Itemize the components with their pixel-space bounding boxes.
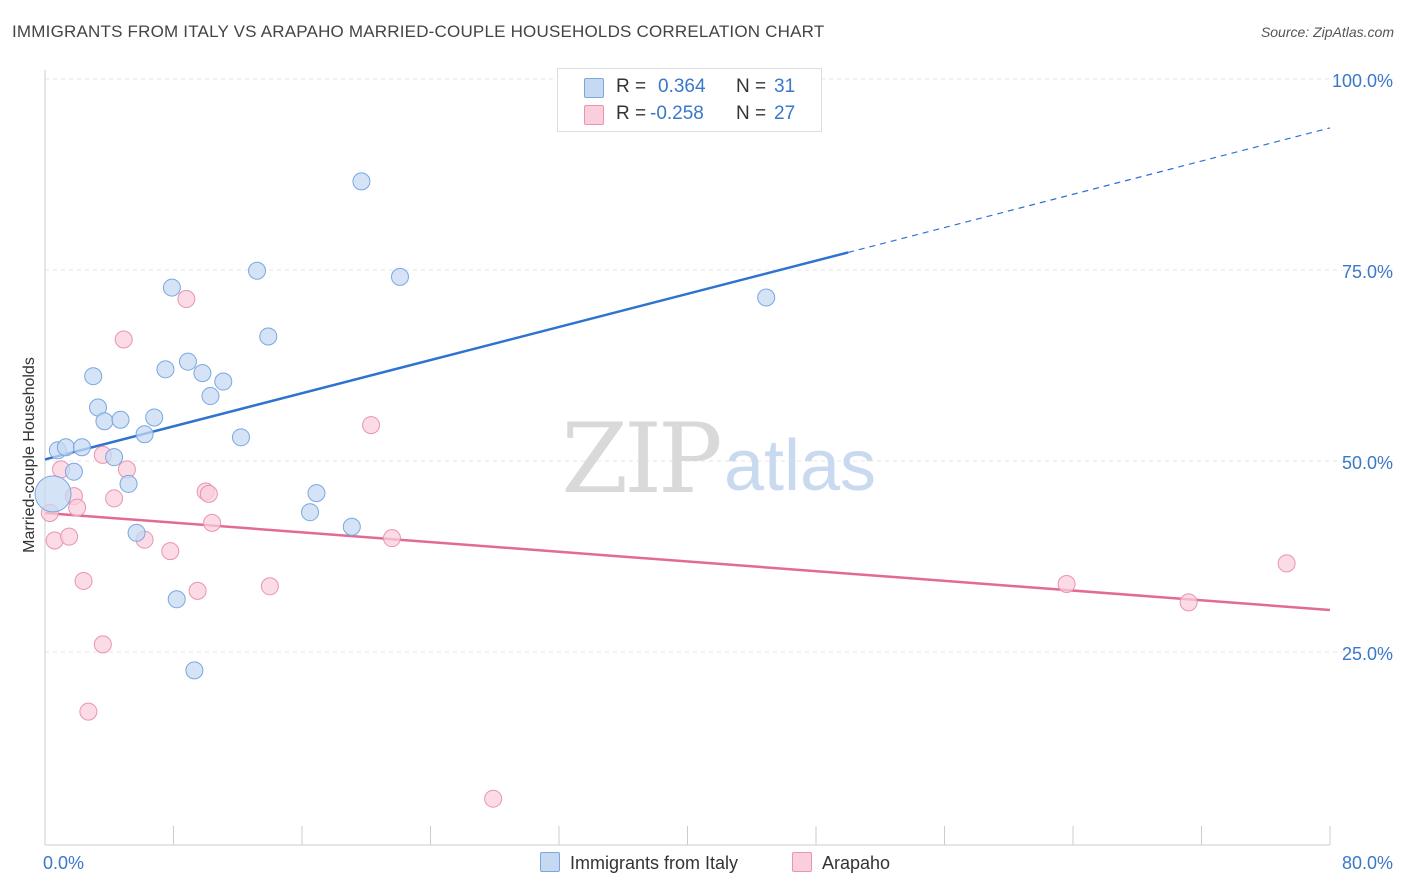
- point-arapaho: [260, 577, 279, 596]
- point-italy: [162, 278, 181, 297]
- point-italy: [34, 475, 72, 513]
- point-arapaho: [1179, 593, 1198, 612]
- point-italy: [185, 661, 204, 680]
- watermark-atlas: atlas: [724, 426, 876, 506]
- point-arapaho: [93, 635, 112, 654]
- point-italy: [214, 372, 233, 391]
- point-italy: [307, 484, 326, 503]
- point-italy: [119, 474, 138, 493]
- point-italy: [178, 352, 197, 371]
- point-arapaho: [60, 527, 79, 546]
- legend-n-value: 31: [774, 76, 796, 97]
- chart-title: IMMIGRANTS FROM ITALY VS ARAPAHO MARRIED…: [12, 22, 825, 41]
- trend-line-italy: [44, 251, 849, 461]
- point-arapaho: [68, 498, 87, 517]
- legend-n-label: N =: [736, 76, 767, 97]
- point-italy: [352, 172, 371, 191]
- point-italy: [231, 428, 250, 447]
- point-italy: [72, 438, 91, 457]
- correlation-legend: R = 0.364 N = 31 R = -0.258 N = 27: [557, 68, 822, 132]
- point-arapaho: [79, 702, 98, 721]
- y-tick-label: 50.0%: [1342, 453, 1393, 473]
- point-italy: [248, 261, 267, 280]
- point-italy: [390, 267, 409, 286]
- point-italy: [105, 448, 124, 467]
- point-arapaho: [177, 290, 196, 309]
- point-italy: [56, 438, 75, 457]
- point-italy: [145, 408, 164, 427]
- bottom-legend-swatch-italy: [540, 852, 560, 872]
- bottom-legend-swatch-arapaho: [792, 852, 812, 872]
- watermark-zip: ZIP: [561, 403, 720, 515]
- point-italy: [193, 364, 212, 383]
- legend-swatch-italy: [584, 78, 604, 98]
- point-arapaho: [199, 484, 218, 503]
- bottom-legend-arapaho: Arapaho: [792, 852, 890, 874]
- point-arapaho: [188, 581, 207, 600]
- point-italy: [201, 387, 220, 406]
- point-italy: [342, 517, 361, 536]
- legend-n-label: N =: [736, 103, 767, 124]
- point-italy: [127, 523, 146, 542]
- point-italy: [135, 425, 154, 444]
- point-italy: [259, 327, 278, 346]
- point-arapaho: [1057, 575, 1076, 594]
- point-arapaho: [1277, 554, 1296, 573]
- point-italy: [64, 462, 83, 481]
- point-italy: [84, 367, 103, 386]
- point-italy: [301, 503, 320, 522]
- data-points: [34, 172, 1296, 808]
- bottom-legend-label-italy: Immigrants from Italy: [570, 853, 739, 873]
- grid-lines: [45, 78, 1395, 653]
- y-tick-label: 100.0%: [1332, 71, 1393, 91]
- trend-line-arapaho: [44, 511, 1331, 612]
- legend-r-value: -0.258: [650, 103, 704, 124]
- point-arapaho: [161, 542, 180, 561]
- point-italy: [95, 412, 114, 431]
- y-tick-label: 25.0%: [1342, 644, 1393, 664]
- point-arapaho: [105, 489, 124, 508]
- trend-lines: [44, 127, 1331, 612]
- legend-r-label: R =: [616, 76, 647, 97]
- point-italy: [111, 410, 130, 429]
- axes: [44, 70, 1331, 846]
- tick-labels: 25.0% 50.0% 75.0% 100.0% 0.0% 80.0%: [43, 71, 1393, 873]
- point-arapaho: [382, 529, 401, 548]
- bottom-legend-italy: Immigrants from Italy: [540, 852, 738, 874]
- legend-r-value: 0.364: [658, 76, 706, 97]
- legend-n-value: 27: [774, 103, 796, 124]
- trend-line-italy-extension: [847, 127, 1331, 254]
- source-label: Source: ZipAtlas.com: [1260, 24, 1394, 40]
- legend-swatch-arapaho: [584, 105, 604, 125]
- point-italy: [757, 288, 776, 307]
- legend-r-label: R =: [616, 103, 647, 124]
- point-italy: [167, 590, 186, 609]
- bottom-legend-label-arapaho: Arapaho: [822, 853, 891, 873]
- point-arapaho: [203, 513, 222, 532]
- point-arapaho: [114, 330, 133, 349]
- y-tick-label: 75.0%: [1342, 262, 1393, 282]
- point-arapaho: [74, 571, 93, 590]
- x-tick-label-max: 80.0%: [1342, 853, 1393, 873]
- x-tick-label-min: 0.0%: [43, 853, 84, 873]
- point-arapaho: [362, 416, 381, 435]
- point-arapaho: [484, 789, 503, 808]
- point-italy: [156, 360, 175, 379]
